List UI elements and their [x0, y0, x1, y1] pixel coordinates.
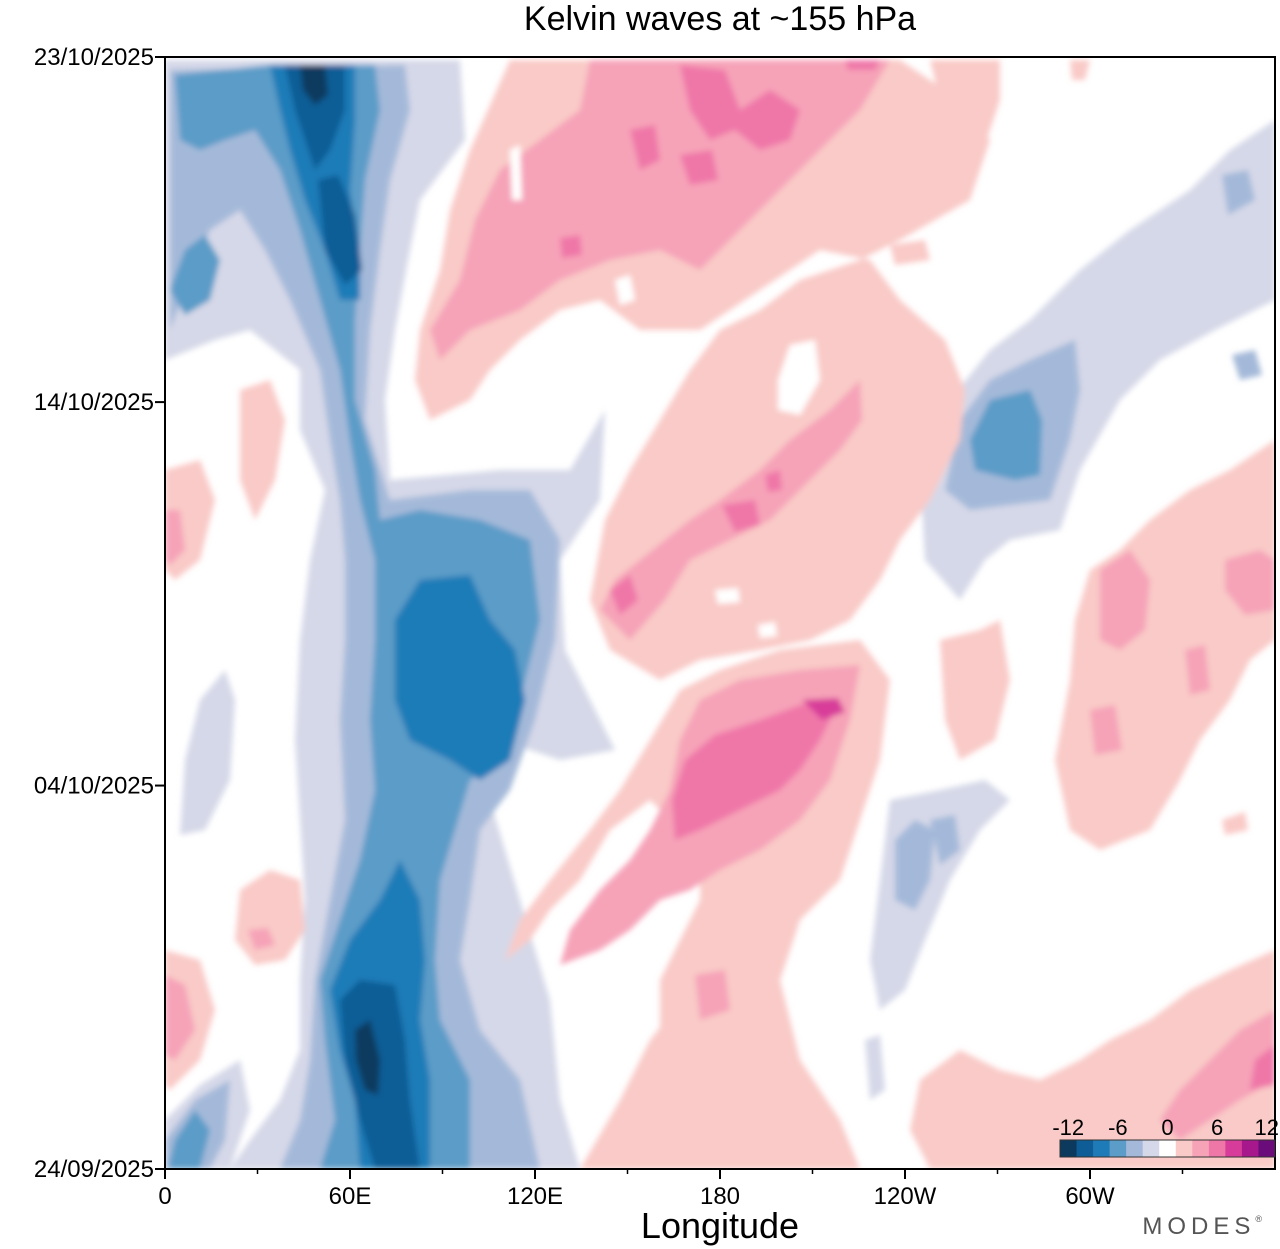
colorbar-swatch	[1192, 1140, 1210, 1157]
zero-hole-d	[510, 145, 522, 200]
colorbar-label: -12	[1052, 1115, 1084, 1140]
colorbar-swatch	[1175, 1140, 1193, 1157]
colorbar-swatch	[1076, 1140, 1094, 1157]
colorbar-label: 12	[1254, 1115, 1278, 1140]
negative-core-upper-10	[318, 175, 362, 285]
negative-east-level-6	[970, 390, 1042, 480]
positive-east-level-4c	[1185, 645, 1210, 695]
positive-east-small	[1222, 812, 1248, 835]
colorbar-label: -6	[1108, 1115, 1128, 1140]
positive-bottom-right-level-4	[1160, 1010, 1275, 1140]
positive-middle-level-6a	[610, 575, 638, 615]
colorbar: -12 -6 0 6 12	[1052, 1115, 1279, 1158]
zero-contour-holes	[510, 145, 820, 638]
y-tick-label: 04/10/2025	[34, 773, 154, 800]
negative-center-level-4	[895, 820, 935, 910]
positive-middle-level-6b	[722, 500, 760, 532]
colorbar-swatch	[1126, 1140, 1144, 1157]
negative-core-top-10	[285, 65, 345, 170]
zero-hole-c	[715, 588, 740, 604]
colorbar-swatch	[1159, 1140, 1177, 1157]
zero-hole-b	[615, 275, 635, 305]
positive-lower-small-4	[695, 970, 730, 1020]
x-tick-label: 120E	[507, 1183, 563, 1210]
x-tick-label: 180	[700, 1183, 740, 1210]
negative-center-low	[865, 1035, 885, 1100]
zero-hole-e	[758, 622, 777, 638]
positive-lower-level-8	[802, 698, 845, 720]
negative-east-small-a	[1222, 170, 1255, 215]
y-axis: 23/10/2025 14/10/2025 04/10/2025 24/09/2025	[34, 44, 165, 1183]
positive-upper-level-6a	[680, 65, 800, 150]
x-axis: 0 60E 120E 180 120W 60W	[158, 1169, 1184, 1210]
brand-name: MODES	[1142, 1213, 1256, 1240]
x-tick-label: 120W	[874, 1183, 937, 1210]
positive-west-low-level-4	[248, 928, 275, 950]
positive-bottom-right-level-6	[1250, 1045, 1275, 1090]
x-tick-label: 60E	[329, 1183, 372, 1210]
positive-west-bottom-level-4	[165, 975, 195, 1060]
negative-patch-left-low-6	[168, 1110, 210, 1169]
positive-upper-level-6d	[560, 235, 582, 258]
positive-pacific-small-a	[890, 240, 930, 265]
positive-upper-level-6b	[630, 125, 660, 170]
colorbar-swatch	[1109, 1140, 1127, 1157]
positive-west-mid-level-4	[165, 510, 185, 565]
positive-west-upper	[240, 380, 285, 520]
zero-hole-a	[778, 340, 820, 415]
colorbar-swatch	[1208, 1140, 1226, 1157]
negative-patch-left-top-6	[170, 235, 220, 315]
y-tick-label: 23/10/2025	[34, 44, 154, 71]
x-tick-label: 0	[158, 1183, 171, 1210]
negative-core-top-12	[300, 65, 328, 105]
positive-middle-level-6c	[765, 470, 782, 492]
negative-center-small	[930, 815, 960, 865]
x-tick-label: 60W	[1065, 1183, 1115, 1210]
negative-band-level-4	[170, 65, 560, 1169]
y-tick-label: 24/09/2025	[34, 1156, 154, 1183]
colorbar-swatch	[1258, 1140, 1276, 1157]
colorbar-swatch	[1060, 1140, 1077, 1157]
positive-east-mid-level-2	[940, 620, 1010, 760]
positive-east-level-4d	[1090, 705, 1122, 755]
negative-anomaly-regions	[165, 60, 1275, 1169]
x-axis-label: Longitude	[641, 1205, 799, 1246]
colorbar-label: 6	[1211, 1115, 1223, 1140]
negative-patch-left-mid	[180, 670, 235, 835]
colorbar-swatch	[1093, 1140, 1111, 1157]
positive-lower-right-level-2	[660, 890, 800, 1060]
colorbar-swatch	[1241, 1140, 1259, 1157]
positive-upper-level-6e	[845, 60, 880, 70]
brand-logo: MODES®	[1142, 1213, 1262, 1241]
brand-mark: ®	[1255, 1214, 1262, 1224]
negative-core-mid-8	[395, 575, 525, 780]
colorbar-swatch	[1225, 1140, 1243, 1157]
positive-upper-level-6c	[680, 150, 718, 185]
contour-field	[165, 60, 1275, 1169]
colorbar-swatch	[1142, 1140, 1160, 1157]
positive-east-level-4a	[1100, 550, 1150, 650]
positive-east-level-4b	[1225, 550, 1275, 615]
y-tick-label: 14/10/2025	[34, 389, 154, 416]
positive-anomaly-regions	[165, 60, 1275, 1169]
negative-core-low-12	[355, 1020, 380, 1095]
negative-east-small-b	[1232, 350, 1262, 380]
positive-upper-right-small	[1070, 60, 1090, 80]
colorbar-frame	[1059, 1139, 1276, 1158]
positive-upper-right-pink	[930, 60, 1000, 170]
chart-title: Kelvin waves at ~155 hPa	[524, 0, 916, 38]
colorbar-label: 0	[1161, 1115, 1173, 1140]
positive-lower-level-6	[672, 700, 840, 840]
